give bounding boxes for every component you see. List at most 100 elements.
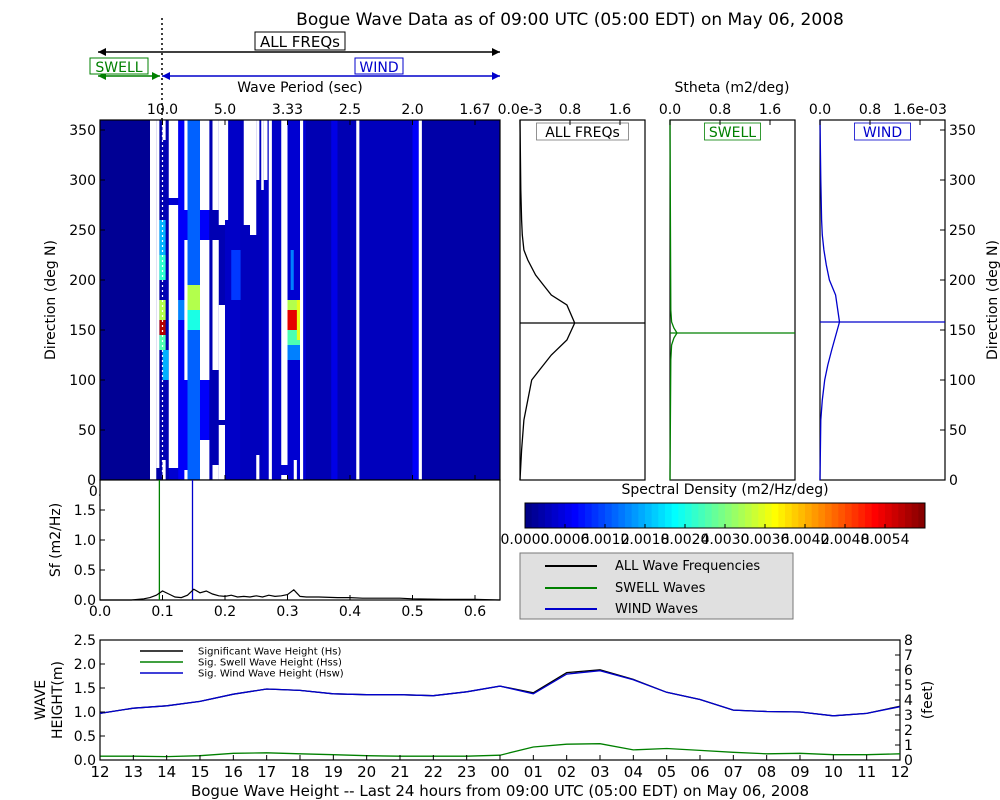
heatmap-empty-cell	[168, 205, 179, 468]
hour-tick-label: 17	[257, 763, 276, 781]
stheta-tick-label: 0.0	[809, 102, 831, 118]
colorbar-segment	[571, 503, 579, 528]
heatmap-empty-cell	[212, 240, 219, 370]
colorbar-segment	[825, 503, 833, 528]
hour-tick-label: 02	[557, 763, 576, 781]
stheta-label: Stheta (m2/deg)	[675, 80, 790, 96]
panel-label: WIND	[863, 125, 902, 141]
heatmap-empty-cell	[200, 120, 210, 210]
hour-tick-label: 22	[424, 763, 443, 781]
right-y-tick-label: 0	[949, 473, 958, 489]
heatmap-empty-cell	[168, 120, 179, 198]
stheta-tick-label: 0.0	[659, 102, 681, 118]
heatmap-cell	[159, 335, 166, 350]
right-y-tick-label: 250	[949, 223, 976, 239]
direction-panel-frame	[819, 119, 946, 481]
heatmap-empty-cell	[243, 120, 250, 225]
heatmap-empty-cell	[268, 120, 272, 480]
colorbar-segment	[885, 503, 893, 528]
hour-tick-label: 12	[90, 763, 109, 781]
heatmap-empty-cell	[263, 120, 268, 180]
feet-tick-label: 0	[904, 753, 913, 769]
band-swell-label: SWELL	[95, 60, 142, 76]
colorbar-segment	[558, 503, 566, 528]
heatmap-cell	[162, 350, 169, 380]
heatmap-cell	[159, 255, 166, 280]
colorbar-title: Spectral Density (m2/Hz/deg)	[621, 482, 828, 498]
feet-tick-label: 6	[904, 663, 913, 679]
period-tick-label: 2.5	[339, 102, 361, 118]
colorbar-segment	[871, 503, 879, 528]
panel-label: SWELL	[709, 125, 756, 141]
heatmap-empty-cell	[162, 120, 166, 140]
heatmap-empty-cell	[281, 475, 288, 480]
hour-tick-label: 03	[590, 763, 609, 781]
heatmap-cell	[296, 300, 300, 340]
band-wind-label: WIND	[359, 60, 398, 76]
colorbar-segment	[551, 503, 559, 528]
colorbar-tick-label: 0.0054	[861, 532, 910, 548]
heatmap-cell	[287, 345, 300, 360]
colorbar-segment	[778, 503, 786, 528]
height-tick-label: 2.5	[74, 633, 96, 649]
hour-tick-label: 01	[524, 763, 543, 781]
panel-label: ALL FREQs	[545, 125, 620, 141]
height-tick-label: 0.5	[74, 729, 96, 745]
legend-label: Significant Wave Height (Hs)	[198, 647, 341, 658]
heatmap-empty-cell	[256, 455, 260, 480]
stheta-tick-label: 0.0e-3	[498, 102, 543, 118]
y-tick-label: 350	[69, 123, 96, 139]
direction-curve	[519, 119, 576, 481]
right-y-tick-label: 350	[949, 123, 976, 139]
colorbar-segment	[611, 503, 619, 528]
heatmap-cell	[412, 120, 500, 480]
hour-tick-label: 20	[357, 763, 376, 781]
spectrum-frame	[99, 479, 501, 601]
hour-tick-label: 00	[490, 763, 509, 781]
period-tick-label: 10.0	[147, 102, 178, 118]
heatmap-cell	[231, 250, 241, 300]
stheta-tick-label: 0.8	[559, 102, 581, 118]
spectral-density-colorbar: Spectral Density (m2/Hz/deg) 0.00000.0006…	[501, 482, 926, 548]
colorbar-segment	[665, 503, 673, 528]
heatmap-cell	[290, 250, 294, 290]
heatmap-cell	[412, 120, 419, 480]
colorbar-segment	[618, 503, 626, 528]
right-y-tick-label: 200	[949, 273, 976, 289]
heatmap-empty-cell	[200, 240, 210, 380]
height-tick-label: 0.0	[74, 753, 96, 769]
colorbar-segment	[758, 503, 766, 528]
height-tick-label: 1.0	[74, 705, 96, 721]
panel-label-box	[536, 122, 629, 141]
colorbar-segment	[671, 503, 679, 528]
right-y-tick-label: 150	[949, 323, 976, 339]
colorbar-segment	[678, 503, 686, 528]
y-tick-label: 200	[69, 273, 96, 289]
legend-all-label: ALL Wave Frequencies	[615, 559, 760, 574]
hour-tick-label: 07	[724, 763, 743, 781]
stheta-tick-label: 0.8	[859, 102, 881, 118]
heatmap-cell	[350, 120, 413, 480]
colorbar-segment	[631, 503, 639, 528]
stheta-tick-label: 0.8	[709, 102, 731, 118]
colorbar-segment	[585, 503, 593, 528]
colorbar-segment	[578, 503, 586, 528]
heatmap-empty-cell	[418, 120, 422, 480]
legend-swell-label: SWELL Waves	[615, 581, 706, 596]
heatmap-empty-cell	[156, 120, 160, 468]
figure-title: Bogue Wave Data as of 09:00 UTC (05:00 E…	[296, 10, 844, 30]
timeseries-xlabel: Bogue Wave Height -- Last 24 hours from …	[191, 782, 809, 800]
feet-tick-label: 5	[904, 678, 913, 694]
colorbar-segment	[805, 503, 813, 528]
band-indicators: ALL FREQs SWELL WIND	[89, 18, 500, 480]
right-y-tick-label: 300	[949, 173, 976, 189]
feet-tick-label: 8	[904, 633, 913, 649]
heatmap-cell	[159, 220, 166, 255]
colorbar-segment	[765, 503, 773, 528]
frequency-spectrum-chart: 0.0 0.5 1.0 1.5 0.0 0.1 0.2 0.3 0.4 0.5 0.6 Sf (m2/…	[48, 479, 501, 620]
feet-axis-label: (feet)	[920, 681, 936, 720]
colorbar-segment	[911, 503, 919, 528]
stheta-tick-label: 1.6	[609, 102, 631, 118]
colorbar-segment	[731, 503, 739, 528]
hour-tick-label: 23	[457, 763, 476, 781]
